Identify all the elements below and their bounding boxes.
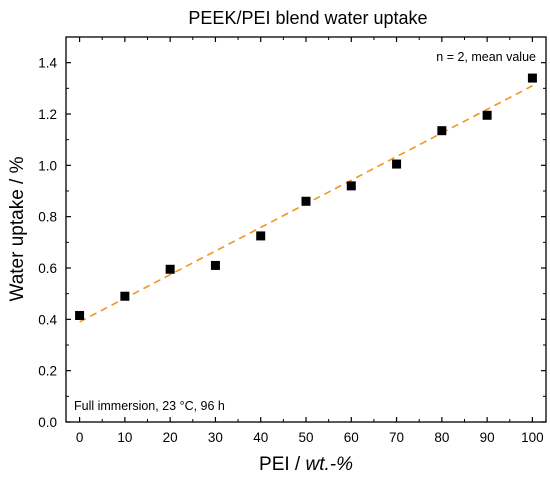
tick-labels-layer: 0 10 20 30 40 50 60 70 80 90 100 0.0 0.2 0.4 0.6 0.8 1.0… — [38, 56, 543, 445]
y-tick-label: 0.2 — [38, 364, 57, 379]
data-point — [256, 231, 266, 241]
y-axis-label: Water uptake / % — [7, 156, 28, 301]
x-tick-label: 80 — [434, 430, 449, 445]
x-tick-label: 30 — [208, 430, 223, 445]
annotation-bottom-left: Full immersion, 23 °C, 96 h — [74, 399, 225, 413]
y-tick-label: 1.0 — [38, 158, 57, 173]
x-tick-label: 70 — [389, 430, 404, 445]
x-tick-label: 10 — [117, 430, 132, 445]
y-tick-label: 0.8 — [38, 210, 57, 225]
x-tick-label: 100 — [521, 430, 544, 445]
data-point — [165, 264, 175, 274]
annotation-top-right: n = 2, mean value — [436, 50, 536, 64]
y-tick-label: 1.2 — [38, 107, 57, 122]
y-tick-label: 1.4 — [38, 56, 57, 71]
data-point — [482, 110, 492, 120]
x-tick-label: 40 — [253, 430, 268, 445]
x-tick-label: 0 — [76, 430, 84, 445]
x-tick-label: 60 — [344, 430, 359, 445]
data-point — [392, 159, 402, 169]
x-tick-label: 20 — [163, 430, 178, 445]
y-tick-label: 0.6 — [38, 261, 57, 276]
data-point — [527, 73, 537, 83]
data-point — [210, 260, 220, 270]
data-point — [75, 310, 85, 320]
x-axis-label-unit: wt.-% — [305, 454, 353, 475]
y-tick-label: 0.4 — [38, 312, 57, 327]
x-axis-label: PEI / wt.-% — [259, 454, 353, 475]
data-point — [120, 291, 130, 301]
ticks-layer — [66, 37, 546, 423]
y-tick-label: 0.0 — [38, 415, 57, 430]
plot-frame — [65, 36, 547, 423]
chart-title: PEEK/PEI blend water uptake — [188, 8, 427, 28]
data-point — [346, 181, 356, 191]
x-axis-label-main: PEI / — [259, 454, 305, 475]
x-tick-label: 50 — [298, 430, 313, 445]
data-point — [437, 126, 447, 136]
data-point — [301, 196, 311, 206]
points-layer — [75, 73, 537, 320]
x-tick-label: 90 — [480, 430, 495, 445]
